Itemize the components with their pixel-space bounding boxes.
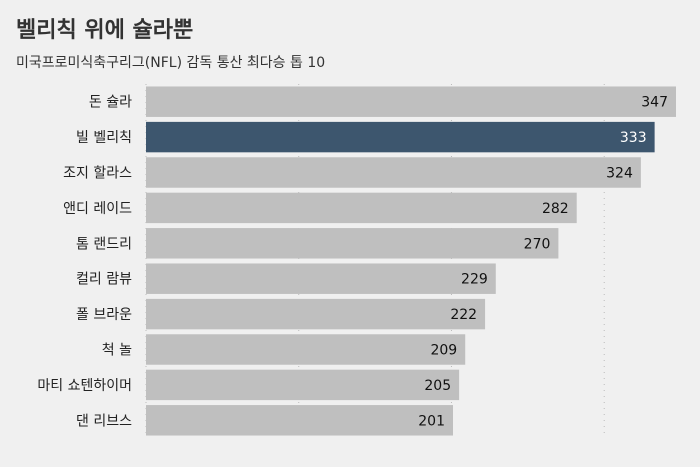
value-label-2: 324 [606,166,633,182]
bar-6 [146,298,486,330]
bar-9 [146,405,454,436]
chart-title: 벨리칙 위에 슐라뿐 [16,18,194,43]
category-label-4: 톰 랜드리 [76,236,132,252]
value-label-6: 222 [450,307,477,323]
category-label-6: 폴 브라운 [76,307,132,323]
bar-5 [146,263,496,294]
bar-7 [146,334,466,365]
value-label-8: 205 [424,378,451,394]
category-label-1: 빌 벨리칙 [76,130,132,146]
value-label-9: 201 [418,413,445,429]
category-label-7: 척 놀 [102,343,132,359]
value-label-5: 229 [461,272,488,288]
category-label-5: 컬리 람뷰 [76,272,132,288]
value-label-4: 270 [524,236,551,252]
value-label-1: 333 [620,130,647,146]
value-label-3: 282 [542,201,569,217]
category-label-3: 앤디 레이드 [63,201,132,217]
value-label-0: 347 [641,95,668,111]
bar-1 [146,121,655,153]
category-label-0: 돈 슐라 [89,95,132,111]
bar-0 [146,86,676,117]
bar-3 [146,192,577,224]
bar-4 [146,228,559,259]
category-label-8: 마티 쇼텐하이머 [37,378,132,394]
chart-subtitle: 미국프로미식축구리그(NFL) 감독 통산 최다승 톱 10 [16,55,326,71]
category-label-2: 조지 할라스 [63,166,132,182]
value-label-7: 209 [430,343,457,359]
bar-2 [146,157,641,188]
bar-8 [146,369,460,401]
category-label-9: 댄 리브스 [76,413,132,429]
